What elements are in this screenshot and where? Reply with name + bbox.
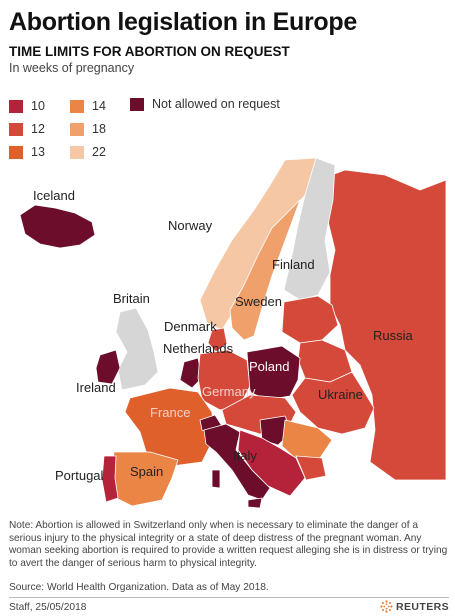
region-denmark [207,327,228,353]
label-germany: Germany [202,384,256,399]
region-poland [246,345,301,401]
region-norway [199,157,317,331]
units-label: In weeks of pregnancy [9,61,135,75]
credit-line: Staff, 25/05/2018 [9,602,87,613]
legend-swatch [70,99,84,113]
label-ireland: Ireland [76,380,116,395]
europe-map: Iceland Norway Finland Britain Sweden De… [19,157,447,509]
legend-swatch [9,145,23,159]
legend-label: 12 [31,122,45,136]
label-poland: Poland [249,359,289,374]
region-britain [115,307,159,391]
label-spain: Spain [130,464,163,479]
region-spain [111,451,179,507]
legend-swatch [70,145,84,159]
reuters-dots-icon [380,600,393,613]
divider [9,597,449,598]
region-portugal [101,455,119,503]
label-finland: Finland [272,257,315,272]
region-iceland [19,204,96,249]
region-ukraine [291,371,375,435]
source-line: Source: World Health Organization. Data … [9,582,269,593]
region-russia [317,169,447,481]
region-balkans [237,429,306,497]
legend-item-not-allowed: Not allowed on request [130,97,280,111]
brand-name: REUTERS [396,600,449,613]
label-russia: Russia [373,328,414,343]
label-ukraine: Ukraine [318,387,363,402]
footnote: Note: Abortion is allowed in Switzerland… [9,520,448,569]
label-britain: Britain [113,291,150,306]
label-italy: Italy [233,448,257,463]
legend-label: 22 [92,145,106,159]
region-ireland [95,349,121,385]
legend-label: 10 [31,99,45,113]
legend-label: Not allowed on request [152,97,280,111]
legend-item-13: 13 [9,145,45,159]
legend-item-22: 22 [70,145,106,159]
region-italy [203,423,271,501]
legend-label: 18 [92,122,106,136]
region-sardinia [211,469,221,489]
reuters-logo: REUTERS [380,600,449,613]
legend-swatch [9,99,23,113]
label-denmark: Denmark [164,319,217,334]
label-sweden: Sweden [235,294,282,309]
region-france [124,387,215,467]
legend-item-12: 12 [9,122,45,136]
region-sweden [229,199,301,341]
legend-item-14: 14 [70,99,106,113]
map-subtitle: TIME LIMITS FOR ABORTION ON REQUEST [9,44,290,59]
legend-swatch [130,97,144,111]
legend-swatch [70,122,84,136]
label-norway: Norway [168,218,213,233]
region-bulgaria [295,455,327,481]
legend-item-18: 18 [70,122,106,136]
region-sicily [247,497,263,509]
label-iceland: Iceland [33,188,75,203]
legend-swatch [9,122,23,136]
region-netherlands [179,357,203,389]
map-title: Abortion legislation in Europe [9,8,357,36]
region-baltics [281,295,339,344]
label-france: France [150,405,190,420]
legend-label: 13 [31,145,45,159]
label-netherlands: Netherlands [163,341,234,356]
legend-item-10: 10 [9,99,45,113]
label-portugal: Portugal [55,468,104,483]
legend-label: 14 [92,99,106,113]
